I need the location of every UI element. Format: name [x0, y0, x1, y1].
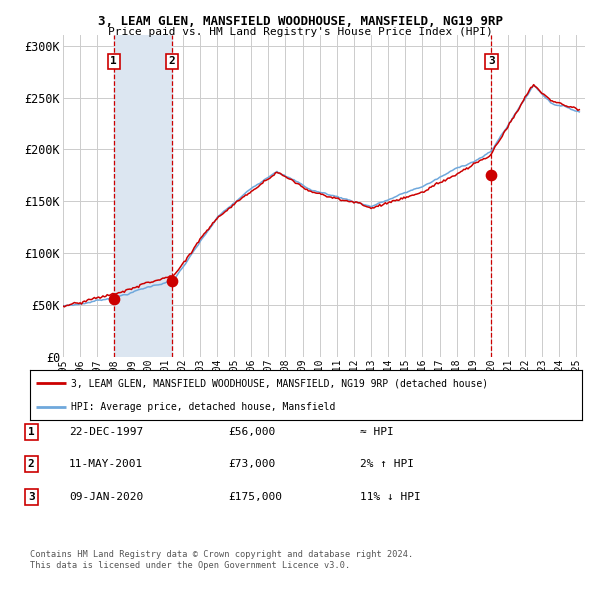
Point: [167, 277, 176, 286]
Text: Price paid vs. HM Land Registry's House Price Index (HPI): Price paid vs. HM Land Registry's House …: [107, 27, 493, 37]
Text: £175,000: £175,000: [228, 492, 282, 502]
Text: 3: 3: [28, 492, 35, 502]
Text: 2: 2: [169, 56, 175, 66]
Text: ≈ HPI: ≈ HPI: [360, 427, 394, 437]
Text: 22-DEC-1997: 22-DEC-1997: [69, 427, 143, 437]
Text: 2% ↑ HPI: 2% ↑ HPI: [360, 460, 414, 469]
Text: 1: 1: [28, 427, 35, 437]
Text: 09-JAN-2020: 09-JAN-2020: [69, 492, 143, 502]
Text: 2: 2: [28, 460, 35, 469]
Point: [487, 171, 496, 180]
Text: 11% ↓ HPI: 11% ↓ HPI: [360, 492, 421, 502]
Text: £56,000: £56,000: [228, 427, 275, 437]
Text: 3: 3: [488, 56, 495, 66]
Bar: [114, 35, 172, 357]
Text: This data is licensed under the Open Government Licence v3.0.: This data is licensed under the Open Gov…: [30, 560, 350, 570]
Point: [109, 294, 119, 304]
Text: 11-MAY-2001: 11-MAY-2001: [69, 460, 143, 469]
Text: 1: 1: [110, 56, 117, 66]
Text: 3, LEAM GLEN, MANSFIELD WOODHOUSE, MANSFIELD, NG19 9RP: 3, LEAM GLEN, MANSFIELD WOODHOUSE, MANSF…: [97, 15, 503, 28]
Text: HPI: Average price, detached house, Mansfield: HPI: Average price, detached house, Mans…: [71, 402, 336, 412]
Text: 3, LEAM GLEN, MANSFIELD WOODHOUSE, MANSFIELD, NG19 9RP (detached house): 3, LEAM GLEN, MANSFIELD WOODHOUSE, MANSF…: [71, 378, 488, 388]
Text: £73,000: £73,000: [228, 460, 275, 469]
Text: Contains HM Land Registry data © Crown copyright and database right 2024.: Contains HM Land Registry data © Crown c…: [30, 550, 413, 559]
